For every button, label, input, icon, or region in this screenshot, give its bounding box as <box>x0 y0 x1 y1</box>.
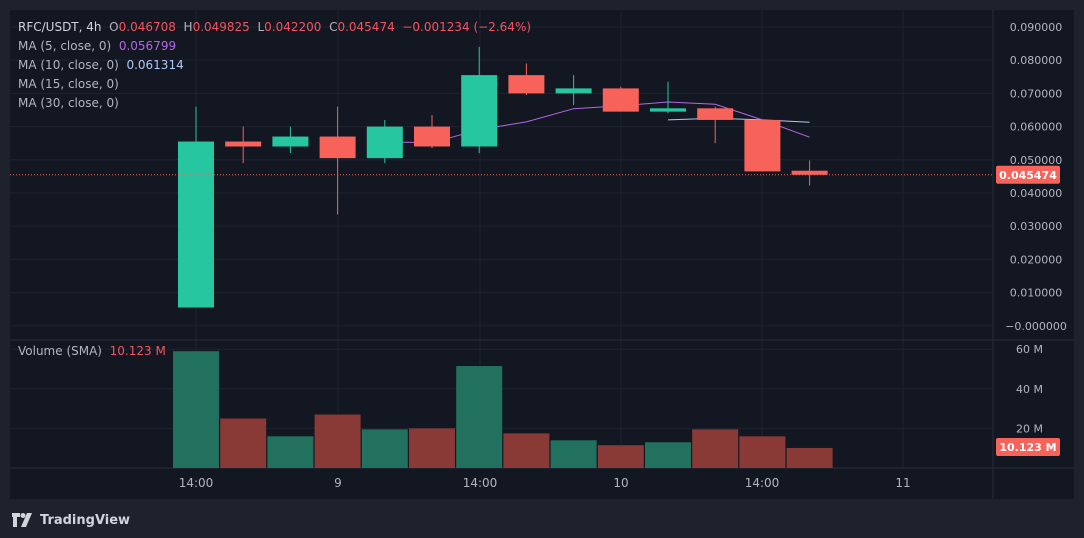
symbol-label[interactable]: RFC/USDT <box>18 20 79 34</box>
brand-name: TradingView <box>40 512 131 528</box>
volume-label: Volume (SMA) <box>18 344 102 358</box>
price-tick-label: 0.020000 <box>1010 253 1063 266</box>
volume-bar <box>220 418 267 468</box>
candle-body <box>650 108 686 112</box>
price-tick-label: 0.070000 <box>1010 87 1063 100</box>
high-value: 0.049825 <box>192 20 250 34</box>
change-value: −0.001234 (−2.64%) <box>402 20 532 34</box>
candle-body <box>366 126 403 159</box>
volume-bar <box>503 433 550 468</box>
price-tick-label: 0.010000 <box>1010 287 1063 300</box>
candle-body <box>414 126 450 147</box>
volume-legend[interactable]: Volume (SMA) 10.123 M <box>18 344 166 358</box>
tradingview-logo[interactable]: TradingView <box>12 510 130 530</box>
close-value: 0.045474 <box>337 20 395 34</box>
volume-tick-label: 40 M <box>1016 383 1043 396</box>
volume-tick-label: 20 M <box>1016 422 1043 435</box>
high-prefix: H <box>183 20 193 34</box>
last-price-tag <box>996 165 1060 184</box>
ma10-line <box>667 117 810 123</box>
volume-value: 10.123 M <box>109 344 166 358</box>
volume-bar <box>267 436 314 468</box>
last-volume-tag <box>996 438 1060 456</box>
ma5-line <box>384 101 810 144</box>
chart-frame[interactable]: 0.090000 0.080000 0.070000 0.060000 0.050000… <box>10 10 1074 499</box>
volume-bar <box>314 414 361 468</box>
low-prefix: L <box>257 20 265 34</box>
candle-body <box>319 136 356 159</box>
tradingview-logo-icon <box>12 513 32 527</box>
candle-body <box>508 75 545 94</box>
price-tick-label: 0.030000 <box>1010 220 1063 233</box>
volume-bar <box>786 447 833 468</box>
time-axis-label: 14:00 <box>179 476 214 490</box>
volume-bar <box>597 445 644 468</box>
volume-bar <box>456 366 503 468</box>
price-tick-label: 0.040000 <box>1010 187 1063 200</box>
candle-body <box>461 75 498 147</box>
candle-body <box>791 170 828 175</box>
last-volume-tag-label: 10.123 M <box>999 441 1056 454</box>
symbol-ohlc-row: RFC/USDT, 4h O0.046708 H0.049825 L0.0422… <box>18 20 532 34</box>
candle-body <box>272 136 309 147</box>
price-tick-label: 0.060000 <box>1010 121 1063 134</box>
volume-bar <box>739 436 786 468</box>
volume-bar <box>173 351 219 468</box>
time-axis-label: 11 <box>895 476 910 490</box>
indicator-label: MA (5, close, 0) <box>18 39 112 53</box>
volume-bar <box>361 429 408 468</box>
indicator-label: MA (10, close, 0) <box>18 58 119 72</box>
time-axis-label: 9 <box>334 476 342 490</box>
indicator-label: MA (15, close, 0) <box>18 77 119 91</box>
last-price-tag-label: 0.045474 <box>999 169 1057 182</box>
time-axis-label: 10 <box>613 476 628 490</box>
indicator-ma30[interactable]: MA (30, close, 0) <box>18 94 531 113</box>
indicator-ma10[interactable]: MA (10, close, 0) 0.061314 <box>18 56 531 75</box>
price-tick-label: −0.000000 <box>1005 320 1067 333</box>
low-value: 0.042200 <box>264 20 322 34</box>
candle-body <box>555 88 592 94</box>
price-tick-label: 0.090000 <box>1010 21 1063 34</box>
candle-body <box>225 141 262 147</box>
indicator-value: 0.061314 <box>126 58 184 72</box>
volume-tick-label: 60 M <box>1016 343 1043 356</box>
interval-label[interactable]: 4h <box>86 20 102 34</box>
time-axis-label: 14:00 <box>463 476 498 490</box>
candle-body <box>697 108 734 120</box>
price-tick-label: 0.050000 <box>1010 154 1063 167</box>
chart-canvas[interactable]: 0.090000 0.080000 0.070000 0.060000 0.050000… <box>10 10 1074 499</box>
indicator-value: 0.056799 <box>118 39 177 53</box>
candle-body <box>178 141 214 308</box>
open-value: 0.046708 <box>118 20 176 34</box>
price-tick-label: 0.080000 <box>1010 54 1063 67</box>
indicator-ma15[interactable]: MA (15, close, 0) <box>18 75 531 94</box>
candle-body <box>602 88 639 112</box>
time-axis-label: 14:00 <box>745 476 780 490</box>
indicator-ma5[interactable]: MA (5, close, 0) 0.056799 <box>18 37 531 56</box>
volume-bar <box>409 428 455 468</box>
close-prefix: C <box>329 20 338 34</box>
volume-bar <box>550 440 597 468</box>
open-prefix: O <box>109 20 119 34</box>
volume-bar <box>645 442 691 468</box>
chart-legend: RFC/USDT, 4h O0.046708 H0.049825 L0.0422… <box>18 18 531 113</box>
indicator-label: MA (30, close, 0) <box>18 96 119 110</box>
candle-body <box>744 119 781 172</box>
volume-bar <box>692 429 739 468</box>
